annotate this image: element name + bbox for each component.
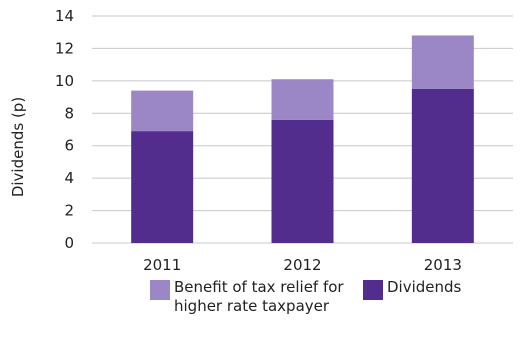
x-tick-label: 2013 <box>424 256 462 274</box>
x-axis-ticks: 2011 2012 2013 <box>143 256 462 274</box>
bar-dividends-2012 <box>271 119 334 243</box>
y-tick-label: 14 <box>55 7 74 25</box>
y-tick-label: 4 <box>64 169 74 187</box>
legend-swatch-dividends <box>363 280 383 300</box>
legend-swatch-tax-relief <box>150 280 170 300</box>
bar-tax-relief-2012 <box>271 79 334 120</box>
legend-label-dividends: Dividends <box>387 278 462 296</box>
y-tick-label: 12 <box>55 39 74 57</box>
bar-tax-relief-2013 <box>411 35 474 89</box>
bar-dividends-2013 <box>411 88 474 243</box>
x-tick-label: 2012 <box>283 256 321 274</box>
y-axis-title: Dividends (p) <box>9 97 27 197</box>
y-tick-label: 10 <box>55 72 74 90</box>
bar-dividends-2011 <box>131 131 194 243</box>
legend: Benefit of tax relief for higher rate ta… <box>150 278 461 316</box>
y-axis-ticks: 0 2 4 6 8 10 12 14 <box>55 7 74 252</box>
x-tick-label: 2011 <box>143 256 181 274</box>
legend-label-tax-relief: Benefit of tax relief for higher rate ta… <box>174 278 344 315</box>
y-tick-label: 8 <box>64 104 74 122</box>
y-tick-label: 0 <box>64 234 74 252</box>
legend-item-tax-relief: Benefit of tax relief for higher rate ta… <box>150 278 349 316</box>
bar-tax-relief-2011 <box>131 90 194 132</box>
y-tick-label: 2 <box>64 202 74 220</box>
y-tick-label: 6 <box>64 137 74 155</box>
legend-item-dividends: Dividends <box>363 278 461 316</box>
bars <box>131 35 474 243</box>
